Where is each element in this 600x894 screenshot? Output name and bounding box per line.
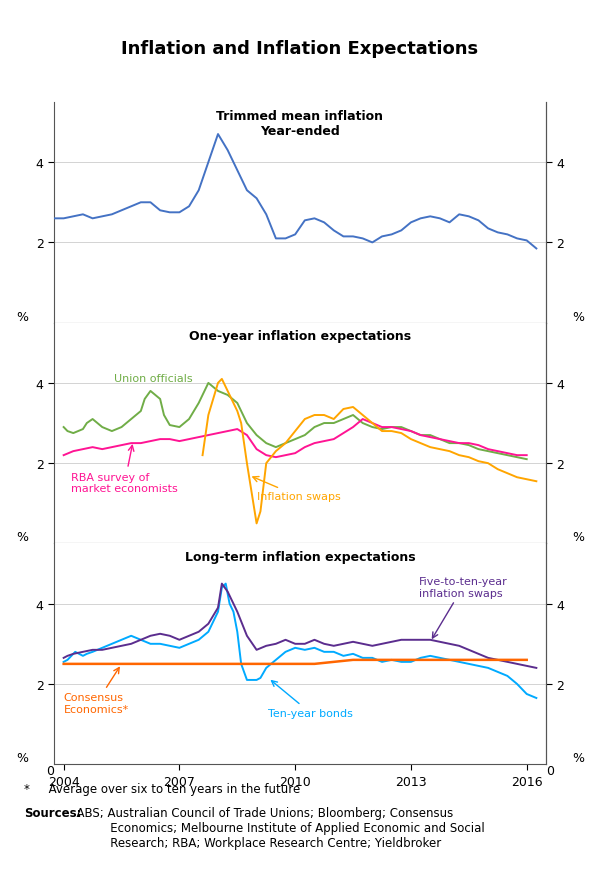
- Text: Sources:: Sources:: [24, 806, 82, 820]
- Text: %: %: [572, 531, 584, 544]
- Text: Inflation swaps: Inflation swaps: [253, 477, 340, 502]
- Text: Trimmed mean inflation
Year-ended: Trimmed mean inflation Year-ended: [217, 109, 383, 138]
- Text: %: %: [16, 751, 28, 764]
- Text: One-year inflation expectations: One-year inflation expectations: [189, 330, 411, 343]
- Text: Ten-year bonds: Ten-year bonds: [268, 681, 353, 718]
- Text: 0: 0: [46, 764, 54, 778]
- Text: Inflation and Inflation Expectations: Inflation and Inflation Expectations: [121, 40, 479, 58]
- Text: %: %: [572, 310, 584, 324]
- Text: %: %: [572, 751, 584, 764]
- Text: *     Average over six to ten years in the future: * Average over six to ten years in the f…: [24, 782, 300, 796]
- Text: %: %: [16, 531, 28, 544]
- Text: Long-term inflation expectations: Long-term inflation expectations: [185, 551, 415, 563]
- Text: 0: 0: [546, 764, 554, 778]
- Text: Union officials: Union officials: [114, 374, 193, 384]
- Text: %: %: [16, 310, 28, 324]
- Text: ABS; Australian Council of Trade Unions; Bloomberg; Consensus
           Economi: ABS; Australian Council of Trade Unions;…: [69, 806, 485, 849]
- Text: Consensus
Economics*: Consensus Economics*: [64, 668, 129, 714]
- Text: Five-to-ten-year
inflation swaps: Five-to-ten-year inflation swaps: [419, 577, 508, 638]
- Text: RBA survey of
market economists: RBA survey of market economists: [71, 446, 178, 493]
